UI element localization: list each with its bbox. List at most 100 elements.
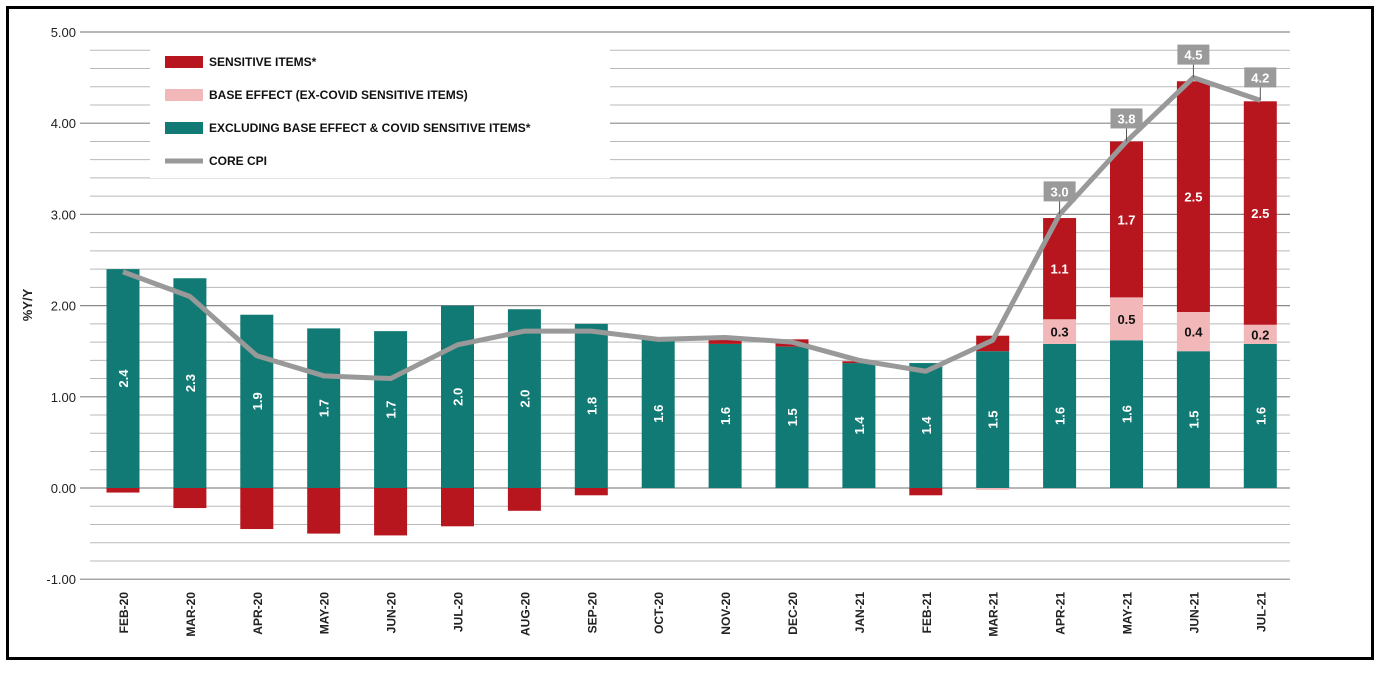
bar-value-label: 2.3 [183,374,198,392]
bar-sensitive-items [507,488,541,511]
x-tick-label: JUN-20 [385,592,399,634]
bar-value-label: 2.0 [517,390,532,408]
bar-excluding-base-effect [976,351,1010,488]
bar-sensitive-items [441,488,474,527]
bar-value-label: 1.8 [584,397,599,415]
bar-excluding-base-effect [775,346,809,488]
bar-base-effect [1110,297,1143,341]
bar-value-label: 0.2 [1251,327,1269,342]
bar-sensitive-items [1176,81,1210,312]
legend-background [150,48,610,178]
core-cpi-value-label: 3.0 [1051,184,1069,199]
legend-label: EXCLUDING BASE EFFECT & COVID SENSITIVE … [209,121,531,135]
y-tick-label: 2.00 [51,299,76,314]
bar-base-effect [1243,324,1277,344]
chart-frame [6,6,1374,660]
y-tick-label: 1.00 [51,390,76,405]
bar-base-effect [976,488,1010,490]
bar-sensitive-items [240,488,274,530]
core-cpi-label-box [1043,181,1076,202]
core-cpi-value-label: 3.8 [1117,111,1135,126]
core-cpi-line [122,75,1262,382]
bar-base-effect [1176,311,1210,352]
bar-excluding-base-effect [441,305,474,488]
bar-value-label: 1.4 [919,416,934,435]
bar-sensitive-items [106,488,140,493]
bar-excluding-base-effect [1176,351,1210,488]
x-tick-label: SEP-20 [585,592,599,634]
bar-excluding-base-effect [1243,343,1277,488]
bar-sensitive-items [173,488,207,509]
bar-excluding-base-effect [1110,340,1143,488]
bar-value-label: 1.6 [1053,407,1068,425]
x-tick-label: MAR-20 [184,592,198,637]
bar-excluding-base-effect [1043,343,1077,488]
core-cpi-label-box [1244,67,1277,88]
bar-value-label: 1.5 [986,411,1001,429]
bar-sensitive-items [976,335,1010,352]
core-cpi-line-layer: 3.0 3.8 4.5 4.2 [122,44,1277,382]
x-tick-label: NOV-20 [719,592,733,635]
x-tick-label: JUL-21 [1254,592,1268,632]
bar-sensitive-items [909,488,943,496]
x-tick-label: APR-21 [1054,592,1068,635]
x-tick-label: FEB-20 [117,592,131,634]
bar-excluding-base-effect [909,363,943,488]
bar-excluding-base-effect [574,323,608,488]
bar-value-label: 1.7 [384,401,399,419]
bar-value-label: 1.1 [1051,262,1069,277]
x-tick-label: JUN-21 [1187,592,1201,634]
bar-value-label: 1.6 [1253,407,1268,425]
bar-sensitive-items [1243,101,1277,325]
y-axis: 5.00 4.00 3.00 2.00 1.00 0.00 -1.00 [46,25,76,587]
bar-value-label: 1.5 [1186,411,1201,429]
legend-label: CORE CPI [209,154,267,168]
y-tick-label: 3.00 [51,207,76,222]
bar-value-label: 2.5 [1251,206,1269,221]
bar-value-label: 0.3 [1051,325,1069,340]
bar-value-label: 1.6 [1120,405,1135,423]
bar-sensitive-items [307,488,341,534]
bar-sensitive-items [1110,141,1143,298]
bar-excluding-base-effect [641,339,675,488]
core-cpi-label-box [1110,108,1143,129]
bar-value-label: 1.9 [250,392,265,410]
legend-label: BASE EFFECT (EX-COVID SENSITIVE ITEMS) [209,88,468,102]
bar-value-label: 1.6 [718,407,733,425]
legend-swatch [165,122,203,134]
bars: 2.4 2.3 1.9 1.7 1.7 2.0 2.0 1.8 1.6 1.6 1.5 1.4 1.4 1… [106,81,1277,536]
y-tick-label: 5.00 [51,25,76,40]
bar-excluding-base-effect [106,269,140,488]
x-tick-label: MAR-21 [987,592,1001,637]
y-tick-label: -1.00 [46,572,76,587]
x-tick-label: APR-20 [251,592,265,635]
legend-label: SENSITIVE ITEMS* [209,55,317,69]
bar-excluding-base-effect [507,309,541,488]
bar-base-effect [1043,319,1077,344]
bar-excluding-base-effect [307,328,341,488]
bar-value-label: 2.0 [451,388,466,406]
x-tick-label: JUL-20 [452,592,466,632]
x-tick-label: AUG-20 [518,592,532,636]
bar-value-label: 1.6 [651,405,666,423]
y-tick-label: 4.00 [51,116,76,131]
y-tick-label: 0.00 [51,481,76,496]
legend-swatch [165,56,203,68]
x-axis: FEB-20 MAR-20 APR-20 MAY-20 JUN-20 JUL-20 AUG-… [117,592,1268,637]
bar-sensitive-items [374,488,408,536]
bar-value-label: 1.7 [317,399,332,417]
core-cpi-value-label: 4.2 [1251,70,1269,85]
bar-value-label: 1.5 [785,408,800,426]
bar-value-label: 0.5 [1117,312,1135,327]
x-tick-label: DEC-20 [786,592,800,635]
bar-sensitive-items [708,339,742,344]
x-tick-label: JAN-21 [853,592,867,634]
y-axis-label: %Y/Y [20,288,35,321]
core-cpi-value-label: 4.5 [1184,48,1202,63]
bar-value-label: 2.5 [1184,190,1202,205]
bar-value-label: 2.4 [116,369,131,388]
bar-excluding-base-effect [708,343,742,488]
x-tick-label: OCT-20 [652,592,666,634]
bar-excluding-base-effect [173,278,207,488]
